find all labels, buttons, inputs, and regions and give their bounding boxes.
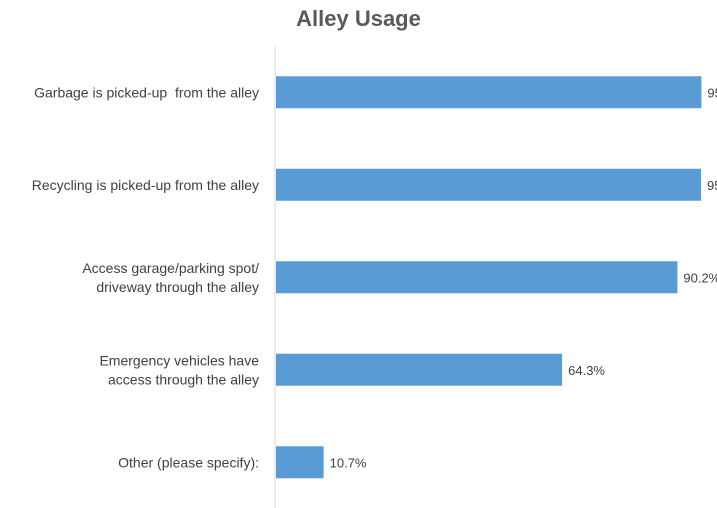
chart-title: Alley Usage: [296, 6, 421, 31]
data-label: 10.7%: [330, 455, 367, 470]
data-label: 64.3%: [568, 363, 605, 378]
category-label-line: Garbage is picked-up from the alley: [34, 84, 259, 100]
category-label-line: Other (please specify):: [118, 454, 259, 470]
category-label-line: Access garage/parking spot/: [82, 260, 259, 276]
category-label-line: access through the alley: [108, 371, 259, 387]
category-label-line: Recycling is picked-up from the alley: [32, 177, 259, 193]
data-label: 90.2%: [683, 270, 717, 285]
category-label: Access garage/parking spot/driveway thro…: [82, 260, 259, 295]
data-label: 95.6%: [707, 85, 717, 100]
bar: [276, 446, 324, 479]
category-label: Recycling is picked-up from the alley: [32, 177, 259, 193]
category-label: Other (please specify):: [118, 454, 259, 470]
category-label-line: Emergency vehicles have: [99, 352, 259, 368]
category-label: Emergency vehicles have access through th…: [99, 352, 259, 387]
bar: [276, 76, 702, 109]
bar: [276, 353, 563, 386]
category-label: Garbage is picked-up from the alley: [34, 84, 259, 100]
category-label-line: driveway through the alley: [96, 279, 259, 295]
bar: [276, 261, 678, 294]
bar: [276, 168, 701, 201]
data-label: 95.5%: [707, 178, 717, 193]
